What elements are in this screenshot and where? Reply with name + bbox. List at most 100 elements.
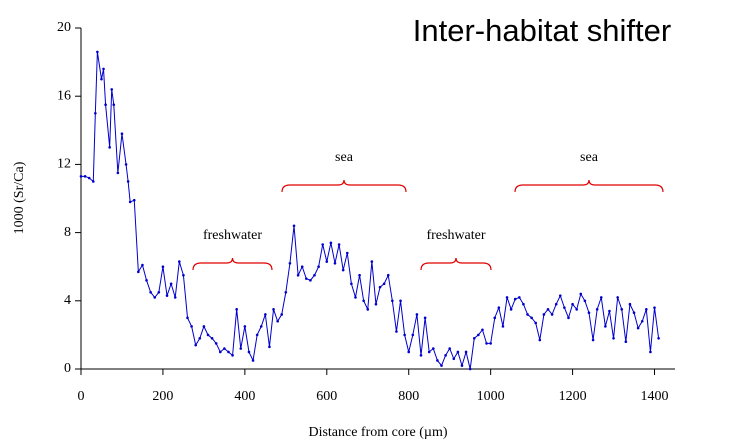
x-tick-label: 0 xyxy=(78,389,85,404)
data-point xyxy=(96,50,99,54)
data-point xyxy=(579,292,583,296)
data-point xyxy=(214,342,218,345)
data-point xyxy=(202,325,206,328)
data-point xyxy=(522,302,525,306)
data-point xyxy=(235,308,238,311)
data-point xyxy=(489,342,492,345)
data-point xyxy=(153,296,157,299)
data-point xyxy=(485,342,488,345)
y-tick-label: 4 xyxy=(64,293,71,308)
data-point xyxy=(575,308,578,311)
data-point xyxy=(169,282,173,286)
data-point xyxy=(427,350,431,354)
y-tick-label: 20 xyxy=(57,20,71,35)
data-point xyxy=(239,347,243,350)
data-point xyxy=(554,302,558,306)
data-point xyxy=(313,273,316,277)
y-axis-label: 1000 (Sr/Ca) xyxy=(12,161,27,234)
data-point xyxy=(102,67,105,71)
x-tick-label: 1400 xyxy=(641,389,669,404)
data-point xyxy=(120,132,124,136)
data-point xyxy=(587,311,591,315)
data-point xyxy=(612,337,615,340)
data-point xyxy=(300,265,304,269)
data-point xyxy=(374,302,378,306)
data-point xyxy=(173,296,177,299)
data-point xyxy=(411,333,415,337)
data-point xyxy=(620,308,624,311)
data-point xyxy=(649,350,652,354)
data-point xyxy=(157,290,161,294)
data-point xyxy=(350,282,353,286)
data-point xyxy=(337,243,341,246)
data-point xyxy=(640,319,644,323)
data-point xyxy=(518,296,521,299)
data-point xyxy=(329,241,333,245)
annotation: sea xyxy=(580,150,599,165)
data-point xyxy=(223,347,226,350)
data-point xyxy=(595,308,599,311)
data-point xyxy=(542,313,546,316)
x-tick-label: 400 xyxy=(234,389,255,404)
data-point xyxy=(325,260,329,263)
chart-title: Inter-habitat shifter xyxy=(413,13,671,48)
data-point xyxy=(264,313,267,316)
data-point xyxy=(608,309,611,313)
y-tick-label: 0 xyxy=(64,361,71,376)
data-point xyxy=(567,316,570,320)
data-point xyxy=(628,302,632,306)
data-point xyxy=(645,308,648,311)
data-point xyxy=(546,308,550,311)
data-point xyxy=(317,265,320,269)
annotation: freshwater xyxy=(203,228,262,243)
data-point xyxy=(255,333,259,337)
data-point xyxy=(251,359,255,362)
data-point xyxy=(110,88,114,91)
data-point xyxy=(198,337,202,340)
data-point xyxy=(391,299,394,303)
data-point xyxy=(194,343,198,347)
data-point xyxy=(509,308,513,311)
data-point xyxy=(126,180,130,183)
brace xyxy=(514,179,664,193)
data-point xyxy=(403,333,406,337)
data-point xyxy=(259,325,263,328)
data-point xyxy=(468,367,472,371)
data-point xyxy=(505,296,509,299)
data-point xyxy=(604,325,607,328)
data-point xyxy=(657,337,660,340)
data-point xyxy=(395,330,398,333)
data-point xyxy=(513,297,517,301)
data-point xyxy=(399,299,402,303)
data-point xyxy=(456,350,460,354)
data-point xyxy=(321,243,324,246)
data-point xyxy=(231,354,234,357)
brace xyxy=(420,257,492,271)
data-point xyxy=(149,290,152,294)
data-point xyxy=(378,285,382,289)
data-point xyxy=(190,325,193,328)
data-point xyxy=(571,302,574,306)
data-point xyxy=(501,325,505,328)
data-point xyxy=(362,299,365,303)
data-point xyxy=(124,163,128,166)
data-point xyxy=(448,347,451,350)
data-point xyxy=(358,273,361,277)
data-point xyxy=(137,270,140,274)
data-point xyxy=(305,277,308,280)
data-point xyxy=(432,347,435,350)
data-point xyxy=(309,279,312,282)
annotation: freshwater xyxy=(426,228,485,243)
data-point xyxy=(292,224,296,228)
data-point xyxy=(341,268,345,272)
data-point xyxy=(104,103,107,107)
data-point xyxy=(141,263,144,267)
data-point xyxy=(243,325,247,328)
data-point xyxy=(599,296,603,299)
data-point xyxy=(538,338,542,342)
data-point xyxy=(116,171,120,175)
y-tick-label: 12 xyxy=(57,157,71,172)
data-point xyxy=(636,326,640,330)
data-point xyxy=(530,316,533,320)
